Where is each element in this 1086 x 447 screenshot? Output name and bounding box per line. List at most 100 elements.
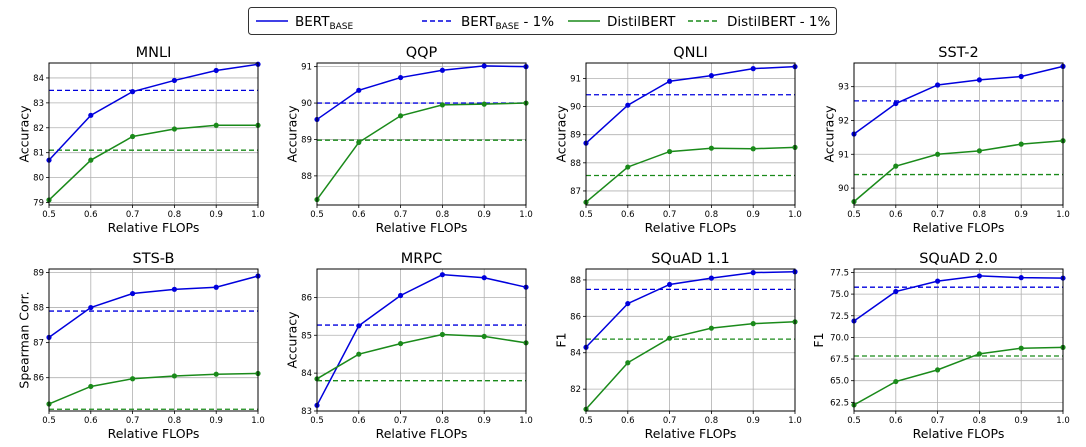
y-tick-label: 84 [33, 74, 44, 84]
y-tick-label: 83 [301, 407, 312, 417]
data-point [976, 148, 983, 154]
data-point [171, 373, 177, 379]
y-axis-label: F1 [554, 332, 569, 347]
legend-label-text: BERT [295, 14, 330, 30]
x-axis-label: Relative FLOPs [108, 426, 200, 441]
data-point [1018, 141, 1024, 147]
y-axis-label: Accuracy [822, 105, 837, 163]
x-tick-label: 0.9 [746, 416, 760, 426]
data-point [976, 77, 983, 83]
grid [48, 63, 259, 205]
data-point [213, 284, 219, 290]
data-point [439, 67, 445, 73]
x-tick-label: 0.7 [931, 416, 945, 426]
y-axis-label: Accuracy [554, 105, 569, 163]
x-tick-label: 0.6 [352, 416, 366, 426]
data-point [667, 148, 673, 155]
x-tick-label: 0.8 [436, 416, 450, 426]
series-line [48, 124, 258, 201]
data-point [1018, 345, 1024, 351]
chart-title: SQuAD 2.0 [919, 251, 998, 267]
x-tick-label: 0.9 [746, 210, 760, 220]
data-point [88, 157, 94, 163]
x-tick-label: 0.8 [973, 210, 987, 220]
x-tick-label: 0.6 [889, 416, 903, 426]
series-line [585, 65, 796, 144]
series-line [316, 65, 527, 121]
y-tick-label: 67.5 [830, 355, 849, 365]
data-point [356, 351, 362, 357]
y-tick-label: 90 [301, 99, 312, 109]
legend-label: BERTBASE - 1% [461, 14, 554, 32]
x-axis-label: Relative FLOPs [913, 426, 1005, 441]
y-axis-label: Accuracy [285, 311, 300, 369]
series-line [316, 273, 527, 406]
data-point [171, 286, 177, 292]
y-tick-label: 81 [33, 149, 44, 159]
x-tick-label: 0.6 [84, 210, 98, 220]
data-point [1018, 275, 1024, 281]
y-axis-label: Accuracy [285, 105, 300, 163]
x-tick-label: 0.7 [663, 210, 677, 220]
data-point [935, 82, 941, 88]
legend: BERTBASE BERTBASE - 1% DistilBERT DistilBER… [248, 7, 837, 35]
x-tick-label: 0.6 [621, 210, 635, 220]
x-tick-label: 1.0 [519, 210, 533, 220]
x-tick-label: 0.5 [310, 416, 324, 426]
grid [316, 63, 527, 205]
data-point [893, 100, 899, 107]
x-tick-label: 0.9 [477, 210, 491, 220]
data-point [708, 275, 715, 281]
x-tick-label: 0.9 [1014, 416, 1028, 426]
y-tick-label: 65.0 [830, 377, 849, 387]
data-point [893, 163, 899, 169]
x-tick-label: 1.0 [251, 210, 265, 220]
x-tick-label: 0.7 [931, 210, 945, 220]
y-tick-label: 88 [33, 304, 44, 314]
chart-panel-squad-1-1: 0.5 0.6 0.7 0.8 0.9 1.0 82 84 86 88 SQuAD 1.1 Relat… [554, 251, 802, 441]
y-tick-label: 89 [301, 135, 312, 145]
data-point [88, 304, 94, 311]
data-point [130, 290, 136, 297]
series-line [585, 270, 796, 348]
data-point [625, 360, 631, 366]
y-tick-label: 91 [838, 150, 849, 160]
x-tick-label: 0.8 [973, 416, 987, 426]
x-tick-label: 0.7 [394, 416, 408, 426]
chart-title: MRPC [401, 251, 442, 267]
y-tick-label: 89 [570, 131, 581, 141]
x-tick-label: 0.6 [621, 416, 635, 426]
data-point [708, 325, 715, 331]
data-point [481, 333, 487, 340]
y-tick-label: 83 [33, 99, 44, 109]
y-tick-label: 82 [570, 385, 581, 395]
data-point [439, 331, 445, 338]
x-tick-label: 0.9 [477, 416, 491, 426]
chart-title: QNLI [673, 45, 708, 61]
chart-panel-mnli: 0.5 0.6 0.7 0.8 0.9 1.0 79 80 81 82 83 84 MNLI Relati… [17, 45, 265, 235]
x-tick-label: 0.9 [209, 210, 223, 220]
y-tick-label: 70.0 [830, 333, 849, 343]
series-line [853, 275, 1064, 322]
series-line [585, 146, 796, 203]
series-line [853, 140, 1064, 203]
x-tick-label: 1.0 [519, 416, 533, 426]
data-point [213, 67, 219, 74]
chart-panel-squad-2-0: 0.5 0.6 0.7 0.8 0.9 1.0 62.5 65.0 67.5 70.0 72.5 75… [811, 251, 1070, 441]
data-point [481, 63, 487, 69]
y-tick-label: 93 [838, 83, 849, 93]
legend-label: DistilBERT - 1% [727, 14, 830, 30]
x-tick-label: 0.8 [168, 416, 182, 426]
data-point [88, 112, 94, 118]
data-point [750, 66, 756, 72]
y-tick-label: 86 [301, 293, 312, 303]
data-point [130, 133, 136, 140]
y-tick-label: 86 [33, 374, 44, 384]
data-point [356, 87, 362, 93]
x-tick-label: 0.8 [168, 210, 182, 220]
data-point [213, 371, 219, 377]
data-point [976, 351, 983, 357]
x-tick-label: 0.5 [847, 416, 861, 426]
x-axis-label: Relative FLOPs [913, 220, 1005, 235]
x-tick-label: 0.7 [126, 416, 140, 426]
